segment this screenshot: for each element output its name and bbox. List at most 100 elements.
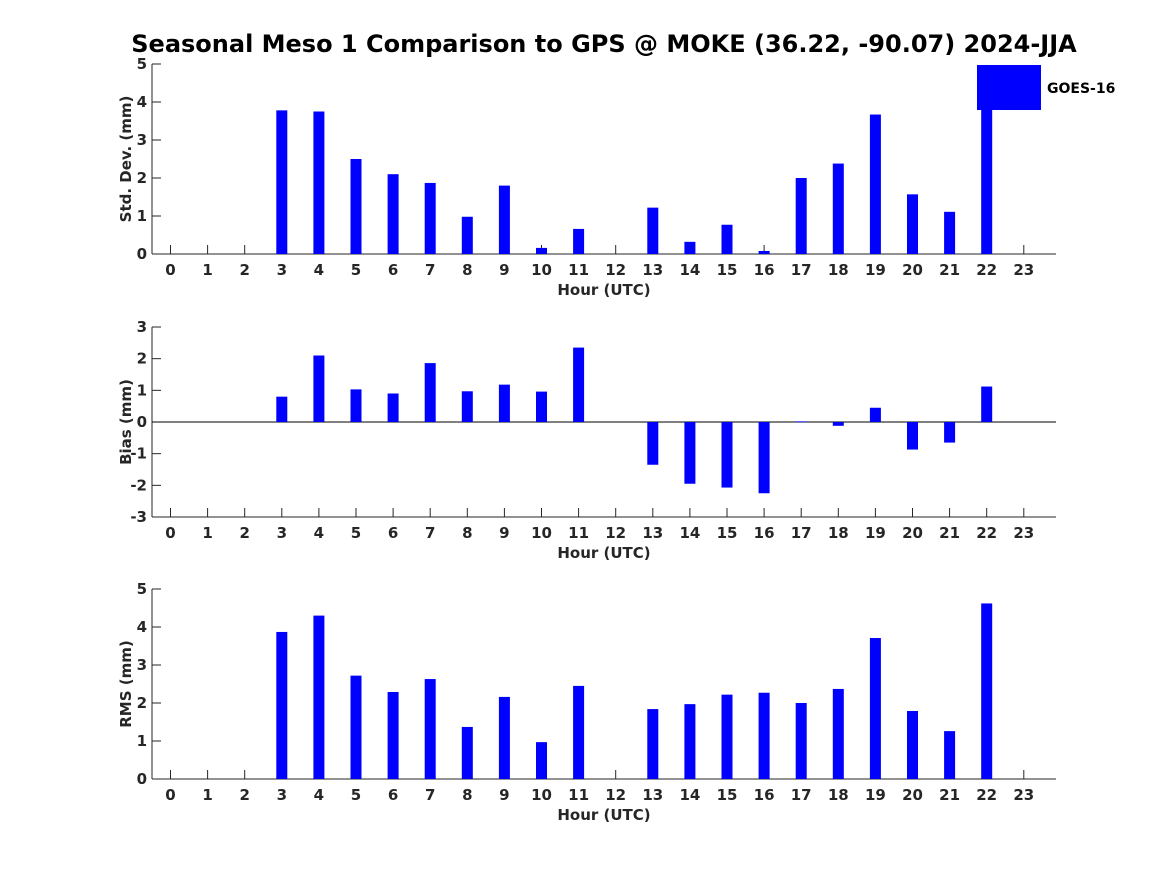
bar-hour-8 bbox=[461, 216, 473, 254]
y-tick-label: 0 bbox=[137, 413, 147, 431]
x-tick-label: 6 bbox=[388, 261, 398, 279]
x-tick-label: 7 bbox=[425, 786, 435, 804]
bar-hour-6 bbox=[387, 174, 399, 254]
bar-hour-17 bbox=[795, 703, 807, 779]
x-tick-label: 21 bbox=[939, 524, 960, 542]
x-tick-label: 1 bbox=[202, 786, 212, 804]
bar-hour-13 bbox=[647, 709, 659, 779]
x-tick-label: 21 bbox=[939, 786, 960, 804]
x-tick-label: 15 bbox=[717, 261, 738, 279]
bar-hour-19 bbox=[869, 114, 881, 254]
bar-hour-5 bbox=[350, 389, 362, 422]
chart-title: Seasonal Meso 1 Comparison to GPS @ MOKE… bbox=[131, 30, 1077, 58]
x-tick-label: 2 bbox=[239, 261, 249, 279]
bar-hour-16 bbox=[758, 422, 770, 494]
bar-hour-16 bbox=[758, 250, 770, 254]
x-tick-label: 3 bbox=[277, 786, 287, 804]
y-tick-label: 3 bbox=[137, 656, 147, 674]
x-tick-label: 17 bbox=[791, 261, 812, 279]
bar-hour-9 bbox=[498, 185, 510, 254]
bar-hour-5 bbox=[350, 159, 362, 254]
bar-hour-10 bbox=[536, 742, 547, 779]
x-tick-label: 14 bbox=[679, 524, 700, 542]
bar-hour-15 bbox=[721, 694, 733, 779]
bar-hour-15 bbox=[721, 422, 733, 488]
x-tick-label: 8 bbox=[462, 261, 472, 279]
x-tick-label: 9 bbox=[499, 786, 509, 804]
x-tick-label: 8 bbox=[462, 524, 472, 542]
x-tick-label: 20 bbox=[902, 524, 923, 542]
x-tick-label: 9 bbox=[499, 261, 509, 279]
x-tick-label: 3 bbox=[277, 261, 287, 279]
x-tick-label: 19 bbox=[865, 261, 886, 279]
x-tick-label: 18 bbox=[828, 524, 849, 542]
x-tick-label: 5 bbox=[351, 524, 361, 542]
x-tick-label: 11 bbox=[568, 261, 589, 279]
bar-hour-22 bbox=[981, 603, 993, 779]
x-tick-label: 5 bbox=[351, 261, 361, 279]
x-tick-label: 20 bbox=[902, 261, 923, 279]
x-tick-label: 15 bbox=[717, 786, 738, 804]
x-tick-label: 14 bbox=[679, 261, 700, 279]
bar-hour-3 bbox=[276, 631, 288, 779]
bar-hour-19 bbox=[869, 638, 881, 779]
bar-hour-7 bbox=[424, 363, 436, 422]
x-tick-label: 20 bbox=[902, 786, 923, 804]
y-tick-label: 3 bbox=[137, 318, 147, 336]
x-tick-label: 6 bbox=[388, 524, 398, 542]
x-tick-label: 3 bbox=[277, 524, 287, 542]
bar-hour-19 bbox=[869, 407, 881, 422]
x-tick-label: 13 bbox=[642, 524, 663, 542]
x-tick-label: 12 bbox=[605, 786, 626, 804]
x-tick-label: 9 bbox=[499, 524, 509, 542]
legend: GOES-16 bbox=[977, 65, 1115, 110]
x-tick-label: 19 bbox=[865, 524, 886, 542]
x-tick-label: 4 bbox=[314, 786, 324, 804]
bar-hour-5 bbox=[350, 675, 362, 779]
x-tick-label: 23 bbox=[1013, 524, 1034, 542]
x-tick-label: 23 bbox=[1013, 261, 1034, 279]
bar-hour-7 bbox=[424, 679, 436, 779]
bar-hour-3 bbox=[276, 396, 288, 422]
bar-hour-20 bbox=[907, 710, 918, 779]
x-tick-label: 10 bbox=[531, 786, 552, 804]
bar-hour-21 bbox=[944, 422, 956, 443]
x-tick-label: 11 bbox=[568, 524, 589, 542]
bar-hour-11 bbox=[573, 685, 585, 779]
bar-hour-4 bbox=[313, 355, 325, 422]
bar-hour-6 bbox=[387, 393, 399, 422]
x-tick-label: 19 bbox=[865, 786, 886, 804]
x-tick-label: 1 bbox=[202, 524, 212, 542]
bar-hour-9 bbox=[498, 384, 510, 422]
bar-hour-14 bbox=[684, 241, 696, 254]
y-axis-label: Bias (mm) bbox=[117, 379, 135, 465]
x-tick-label: 16 bbox=[754, 261, 775, 279]
bar-hour-17 bbox=[795, 178, 807, 254]
x-tick-label: 7 bbox=[425, 524, 435, 542]
bar-hour-20 bbox=[907, 422, 918, 450]
x-tick-label: 10 bbox=[531, 524, 552, 542]
bar-hour-10 bbox=[536, 391, 547, 422]
bar-hour-6 bbox=[387, 691, 399, 779]
x-tick-label: 22 bbox=[976, 524, 997, 542]
y-tick-label: 4 bbox=[137, 618, 147, 636]
bar-hour-15 bbox=[721, 224, 733, 254]
x-axis-label: Hour (UTC) bbox=[557, 544, 650, 562]
x-tick-label: 22 bbox=[976, 786, 997, 804]
x-axis-label: Hour (UTC) bbox=[557, 281, 650, 299]
y-axis-label: Std. Dev. (mm) bbox=[117, 96, 135, 223]
y-tick-label: 5 bbox=[137, 580, 147, 598]
bar-hour-7 bbox=[424, 182, 436, 254]
bar-hour-16 bbox=[758, 692, 770, 779]
x-tick-label: 2 bbox=[239, 786, 249, 804]
y-tick-label: 2 bbox=[137, 350, 147, 368]
y-tick-label: 3 bbox=[137, 131, 147, 149]
y-tick-label: 1 bbox=[137, 732, 147, 750]
y-tick-label: 1 bbox=[137, 207, 147, 225]
bar-hour-18 bbox=[832, 422, 844, 426]
